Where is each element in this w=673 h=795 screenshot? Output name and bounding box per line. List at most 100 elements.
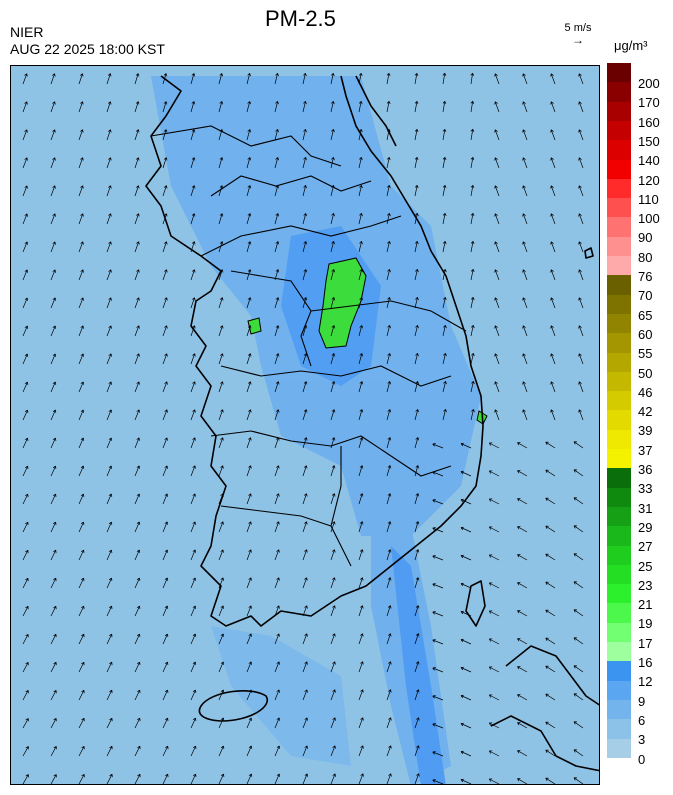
wind-arrow bbox=[414, 100, 419, 113]
wind-arrow bbox=[106, 493, 113, 505]
wind-arrow bbox=[550, 73, 556, 85]
wind-arrow bbox=[545, 469, 556, 477]
wind-arrow bbox=[162, 409, 168, 421]
map-title: PM-2.5 bbox=[265, 6, 336, 31]
wind-arrow bbox=[274, 605, 280, 617]
wind-arrow bbox=[134, 633, 141, 645]
wind-arrow bbox=[386, 661, 392, 673]
wind-arrow bbox=[470, 381, 475, 393]
wind-arrow bbox=[330, 241, 335, 253]
wind-arrow bbox=[50, 129, 56, 141]
wind-arrow bbox=[414, 128, 419, 141]
wind-arrow bbox=[330, 633, 336, 645]
wind-arrow bbox=[134, 269, 140, 281]
wind-arrow bbox=[246, 213, 252, 225]
wind-arrow bbox=[134, 773, 141, 784]
wind-arrow bbox=[78, 73, 84, 85]
wind-arrow bbox=[106, 437, 113, 449]
wind-arrow bbox=[190, 129, 196, 141]
legend-label: 76 bbox=[638, 269, 653, 284]
wind-arrow bbox=[162, 101, 168, 113]
wind-arrow bbox=[358, 241, 363, 253]
wind-arrow bbox=[274, 717, 281, 729]
wind-arrow bbox=[302, 745, 308, 757]
wind-arrow bbox=[414, 409, 419, 421]
wind-arrow bbox=[460, 526, 472, 533]
wind-arrow bbox=[545, 581, 556, 589]
wind-arrow bbox=[22, 521, 29, 533]
wind-arrow bbox=[494, 157, 500, 169]
wind-arrow bbox=[442, 212, 447, 225]
legend-label: 33 bbox=[638, 481, 653, 497]
wind-arrow bbox=[522, 269, 528, 281]
wind-arrow bbox=[50, 101, 56, 113]
wind-arrow bbox=[330, 381, 336, 393]
wind-arrow bbox=[162, 773, 169, 784]
wind-arrow bbox=[50, 549, 57, 561]
wind-arrow bbox=[22, 129, 28, 141]
wind-arrow bbox=[134, 661, 141, 673]
wind-arrow bbox=[545, 609, 556, 617]
wind-arrow bbox=[246, 605, 252, 617]
wind-arrow bbox=[442, 100, 447, 113]
wind-arrow bbox=[358, 269, 363, 281]
wind-arrow bbox=[522, 409, 528, 421]
wind-arrow bbox=[386, 577, 392, 589]
wind-arrow bbox=[330, 297, 336, 309]
wind-arrow bbox=[162, 521, 169, 533]
wind-arrow bbox=[218, 297, 224, 309]
wind-arrow bbox=[162, 605, 169, 617]
wind-arrow bbox=[302, 101, 307, 113]
wind-arrow bbox=[78, 297, 84, 309]
wind-arrow bbox=[218, 101, 224, 113]
wind-arrow bbox=[414, 745, 420, 757]
wind-arrow bbox=[460, 470, 472, 477]
wind-arrow bbox=[488, 442, 500, 449]
legend-swatch bbox=[607, 178, 631, 199]
wind-arrow bbox=[218, 353, 224, 365]
wind-arrow bbox=[330, 661, 336, 673]
wind-arrow bbox=[274, 213, 280, 225]
wind-arrow bbox=[386, 745, 392, 757]
legend-label: 37 bbox=[638, 442, 653, 458]
wind-arrow bbox=[414, 521, 420, 533]
wind-arrow bbox=[460, 554, 472, 561]
legend-swatch bbox=[607, 333, 631, 353]
wind-arrow bbox=[246, 129, 252, 141]
wind-arrow bbox=[358, 465, 364, 477]
legend-label: 170 bbox=[638, 95, 660, 111]
wind-arrow bbox=[134, 157, 140, 169]
wind-arrow bbox=[550, 213, 556, 225]
wind-arrow bbox=[330, 577, 336, 589]
legend-swatch bbox=[607, 449, 631, 469]
wind-arrow bbox=[442, 128, 447, 141]
wind-arrow bbox=[330, 745, 336, 757]
wind-arrow bbox=[330, 689, 336, 701]
wind-arrow bbox=[78, 269, 84, 281]
wind-arrow bbox=[190, 661, 197, 673]
wind-arrow bbox=[22, 241, 28, 253]
wind-arrow bbox=[302, 633, 308, 645]
wind-arrow bbox=[414, 633, 420, 645]
legend-label: 0 bbox=[638, 751, 646, 767]
wind-arrow bbox=[218, 605, 224, 617]
wind-arrow bbox=[274, 521, 280, 533]
wind-arrow bbox=[545, 721, 556, 729]
wind-arrow bbox=[517, 554, 528, 561]
wind-arrow bbox=[573, 777, 584, 784]
wind-arrow bbox=[78, 213, 84, 225]
wind-arrow bbox=[358, 409, 364, 421]
wind-arrow bbox=[442, 297, 447, 309]
wind-arrow bbox=[134, 213, 140, 225]
wind-arrow bbox=[246, 353, 252, 365]
wind-arrow bbox=[460, 582, 472, 589]
wind-arrow bbox=[494, 269, 500, 281]
wind-arrow bbox=[106, 577, 113, 589]
wind-arrow bbox=[246, 661, 252, 673]
wind-arrow bbox=[578, 73, 584, 85]
wind-arrow bbox=[358, 185, 363, 197]
wind-arrow bbox=[414, 605, 420, 617]
legend-swatch bbox=[607, 410, 631, 431]
wind-arrow bbox=[386, 605, 392, 617]
wind-arrow bbox=[414, 212, 419, 225]
